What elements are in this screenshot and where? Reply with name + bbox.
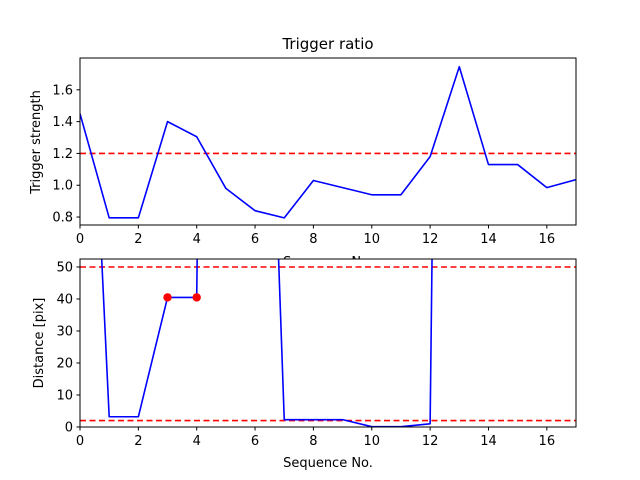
bottom-chart-xtick-label: 2	[134, 434, 142, 449]
bottom-chart-background	[80, 259, 576, 427]
top-chart-xtick-label: 12	[422, 232, 439, 247]
bottom-chart-xtick-label: 14	[480, 434, 497, 449]
top-chart-ylabel: Trigger strength	[29, 90, 44, 195]
bottom-chart-frame	[79, 258, 577, 428]
bottom-chart-ytick-label: 10	[56, 389, 73, 404]
top-chart-xtick-label: 0	[76, 232, 84, 247]
bottom-chart-xtick-label: 6	[251, 434, 259, 449]
top-chart-panel: Trigger ratio Trigger strength 0 2 4 6 8 10 12…	[29, 35, 577, 270]
top-chart-xtick-label: 10	[363, 232, 380, 247]
top-chart-ytick-label: 1.0	[52, 179, 73, 194]
bottom-chart-ytick-label: 50	[56, 261, 73, 276]
bottom-chart-xtick-label: 0	[76, 434, 84, 449]
bottom-chart-ytick-label: 30	[56, 325, 73, 340]
bottom-chart-ytick-label: 40	[56, 293, 73, 308]
top-chart-xtick-label: 16	[539, 232, 556, 247]
top-chart-marks	[80, 65, 576, 219]
bottom-chart-ylabel: Distance [pix]	[32, 298, 47, 389]
top-chart-xtick-label: 4	[193, 232, 201, 247]
bottom-chart-xtick-label: 12	[422, 434, 439, 449]
top-chart-plot-area	[80, 65, 576, 219]
bottom-chart-xtick-label: 16	[539, 434, 556, 449]
bottom-chart-ytick-label: 20	[56, 357, 73, 372]
bottom-chart-xtick-label: 8	[309, 434, 317, 449]
top-chart-ytick-label: 1.4	[52, 115, 73, 130]
bottom-chart-panel: 0 2 4 6 8 10 12 14 16 0 10 20 30 40 50 Sequence No. Di…	[32, 258, 577, 471]
top-chart-title: Trigger ratio	[281, 35, 373, 53]
bottom-chart-ticks: 0 2 4 6 8 10 12 14 16 0 10 20 30 40 50	[56, 261, 555, 450]
top-chart-series-line	[80, 65, 576, 219]
bottom-chart-ytick-label: 0	[65, 421, 73, 436]
bottom-chart-xtick-label: 10	[363, 434, 380, 449]
top-chart-ticks: 0 2 4 6 8 10 12 14 16 0.8 1.0 1.2 1.4 1.6	[52, 83, 555, 247]
top-chart-xtick-label: 2	[134, 232, 142, 247]
top-chart-ytick-label: 1.2	[52, 147, 73, 162]
bottom-chart-marker-point	[163, 293, 172, 302]
bottom-chart-marker-point	[192, 293, 201, 302]
top-chart-frame	[79, 57, 577, 226]
top-chart-xtick-label: 14	[480, 232, 497, 247]
bottom-chart-marks	[79, 258, 577, 428]
bottom-chart-xtick-label: 4	[193, 434, 201, 449]
top-chart-ytick-label: 1.6	[52, 83, 73, 98]
bottom-chart-xlabel: Sequence No.	[283, 456, 373, 471]
top-chart-xtick-label: 6	[251, 232, 259, 247]
top-chart-ytick-label: 0.8	[52, 211, 73, 226]
top-chart-xtick-label: 8	[309, 232, 317, 247]
